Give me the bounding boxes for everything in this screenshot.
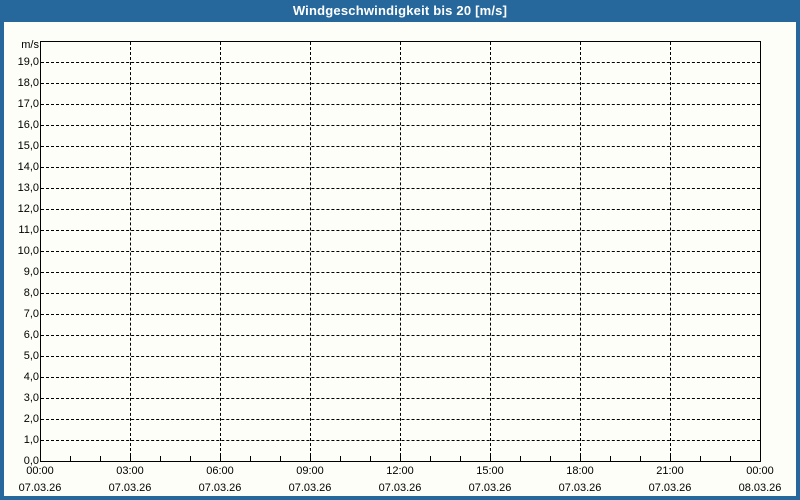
y-tick-label: 16,0 xyxy=(17,119,39,131)
x-minor-tick xyxy=(340,456,341,461)
x-minor-tick xyxy=(70,456,71,461)
x-minor-tick xyxy=(190,456,191,461)
x-tick-date-label: 07.03.26 xyxy=(288,482,332,494)
y-tick-label: 4,0 xyxy=(23,371,39,383)
x-tick-date-label: 08.03.26 xyxy=(738,482,782,494)
x-gridline xyxy=(220,42,221,461)
x-tick-date-label: 07.03.26 xyxy=(558,482,602,494)
x-minor-tick xyxy=(670,456,671,461)
x-minor-tick xyxy=(700,456,701,461)
plot-area xyxy=(40,41,761,462)
x-minor-tick xyxy=(490,456,491,461)
x-minor-tick xyxy=(400,456,401,461)
y-tick-label: 5,0 xyxy=(23,350,39,362)
x-minor-tick xyxy=(280,456,281,461)
x-gridline xyxy=(670,42,671,461)
y-tick-label: 19,0 xyxy=(17,56,39,68)
chart-title-bar: Windgeschwindigkeit bis 20 [m/s] xyxy=(0,0,800,22)
x-minor-tick xyxy=(550,456,551,461)
x-gridline xyxy=(310,42,311,461)
x-tick-date-label: 07.03.26 xyxy=(108,482,152,494)
x-tick-date-label: 07.03.26 xyxy=(18,482,62,494)
x-gridline xyxy=(580,42,581,461)
x-minor-tick xyxy=(370,456,371,461)
y-tick-label: 6,0 xyxy=(23,329,39,341)
x-tick-time-label: 18:00 xyxy=(566,465,594,477)
y-tick-label: 9,0 xyxy=(23,266,39,278)
y-tick-label: 2,0 xyxy=(23,413,39,425)
x-gridline xyxy=(400,42,401,461)
y-tick-label: 1,0 xyxy=(23,434,39,446)
y-tick-label: 10,0 xyxy=(17,245,39,257)
y-tick-label: 11,0 xyxy=(18,224,39,236)
x-minor-tick xyxy=(580,456,581,461)
y-tick-label: 8,0 xyxy=(23,287,39,299)
y-tick-label: 15,0 xyxy=(17,140,39,152)
x-tick-date-label: 07.03.26 xyxy=(198,482,242,494)
x-minor-tick xyxy=(460,456,461,461)
x-minor-tick xyxy=(430,456,431,461)
y-tick-label: 17,0 xyxy=(17,98,39,110)
x-tick-time-label: 06:00 xyxy=(206,465,234,477)
y-tick-label: 14,0 xyxy=(17,161,39,173)
x-minor-tick xyxy=(160,456,161,461)
y-tick-label: 13,0 xyxy=(17,182,39,194)
chart-content-area: m/s 0,0 1,0 2,0 3,0 4,0 5,0 6,0 7,0 8,0 9,0 10,0 11… xyxy=(4,22,796,496)
x-minor-tick xyxy=(220,456,221,461)
x-minor-tick xyxy=(610,456,611,461)
y-tick-label: 18,0 xyxy=(17,77,39,89)
x-minor-tick xyxy=(730,456,731,461)
x-tick-time-label: 21:00 xyxy=(656,465,684,477)
x-minor-tick xyxy=(640,456,641,461)
y-tick-label: 0,0 xyxy=(23,455,39,467)
y-tick-label: 3,0 xyxy=(23,392,39,404)
x-minor-tick xyxy=(520,456,521,461)
x-tick-date-label: 07.03.26 xyxy=(468,482,512,494)
x-tick-time-label: 00:00 xyxy=(26,465,54,477)
x-minor-tick xyxy=(250,456,251,461)
x-tick-date-label: 07.03.26 xyxy=(378,482,422,494)
x-tick-time-label: 12:00 xyxy=(386,465,414,477)
chart-title: Windgeschwindigkeit bis 20 [m/s] xyxy=(292,3,508,18)
x-tick-time-label: 15:00 xyxy=(476,465,504,477)
y-tick-label: 7,0 xyxy=(23,308,39,320)
y-axis-unit-label: m/s xyxy=(21,39,39,51)
x-gridline xyxy=(130,42,131,461)
x-tick-date-label: 07.03.26 xyxy=(648,482,692,494)
x-minor-tick xyxy=(310,456,311,461)
x-tick-time-label: 09:00 xyxy=(296,465,324,477)
x-minor-tick xyxy=(130,456,131,461)
x-gridline xyxy=(490,42,491,461)
x-tick-time-label: 00:00 xyxy=(746,465,774,477)
y-tick-label: 12,0 xyxy=(17,203,39,215)
x-minor-tick xyxy=(100,456,101,461)
x-tick-time-label: 03:00 xyxy=(116,465,144,477)
